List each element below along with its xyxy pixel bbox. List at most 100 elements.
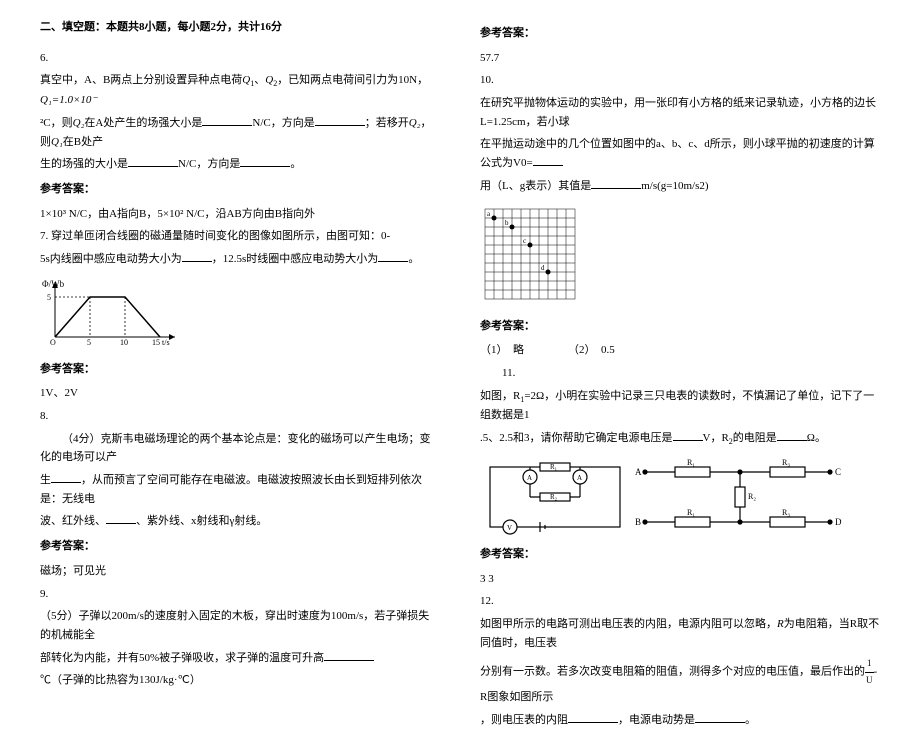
origin: O [50, 338, 56, 347]
blank [378, 251, 408, 262]
q6-q1eq: Q₁=1.0×10⁻ [40, 94, 97, 106]
q12-l2: 分别有一示数。若多次改变电阻箱的阻值，测得多个对应的电压值，最后作出的1U-R图… [480, 656, 880, 706]
svg-text:d: d [541, 264, 545, 272]
y5: 5 [47, 293, 51, 302]
svg-text:R₂: R₂ [748, 492, 756, 501]
q11-l2c: 的电阻是 [733, 432, 777, 444]
svg-text:R₁: R₁ [687, 508, 695, 517]
a10-text: （1） 略 （2） 0.5 [480, 341, 880, 360]
q9-l2a: 部转化为内能，并有50%被子弹吸收，求子弹的温度可升高 [40, 652, 324, 664]
a10-1b: 略 [513, 344, 524, 356]
blank [128, 156, 178, 167]
q11-l2a: .5、2.5和3，请你帮助它确定电源电压是 [480, 432, 673, 444]
q6-q2: Q [265, 74, 273, 86]
answer-label: 参考答案： [40, 537, 440, 556]
blank [202, 115, 252, 126]
svg-text:b: b [505, 219, 509, 227]
q11-l2b: V，R [703, 432, 729, 444]
blank [695, 712, 745, 723]
frac-den: U [865, 673, 874, 688]
q12-l3a: ，则电压表的内阻 [480, 714, 568, 726]
q8-l3b: 、紫外线、x射线和γ射线。 [136, 515, 267, 527]
blank [106, 513, 136, 524]
q6-line2: ²C，则Q₂在A处产生的场强大小是N/C，方向是；若移开Q₂，则Q₁在B处产 [40, 114, 440, 151]
q9-l3: ℃（子弹的比热容为130J/kg·℃） [40, 671, 440, 690]
q12-r: R [777, 618, 784, 630]
a10-1: （1） [480, 344, 508, 356]
q12-l3b: ，电源电动势是 [618, 714, 695, 726]
svg-text:A: A [635, 467, 642, 477]
q6-t1: 真空中，A、B两点上分别设置异种点电荷 [40, 74, 242, 86]
q6-l2d: ；若移开 [365, 117, 409, 129]
q6-q1b: Q₁ [51, 136, 63, 148]
q11-num: 11. [480, 364, 880, 383]
q10-l3b: m/s(g=10m/s2) [641, 180, 708, 192]
svg-text:c: c [523, 237, 526, 245]
q6-l3b: N/C，方向是 [178, 158, 240, 170]
flux-graph: Φ/Wb 5 O 5 10 15 t/s [40, 277, 180, 347]
q12-l3c: 。 [745, 714, 756, 726]
a9-text: 57.7 [480, 49, 880, 68]
q11-l2: .5、2.5和3，请你帮助它确定电源电压是V，R2的电阻是Ω。 [480, 429, 880, 449]
q8-l2: 生，从而预言了空间可能存在电磁波。电磁波按照波长由长到短排列依次是：无线电 [40, 471, 440, 508]
svg-text:R₃: R₃ [782, 508, 790, 517]
xlabel: 15 t/s [152, 338, 170, 347]
q7-line1: 7. 穿过单匝闭合线圈的磁通量随时间变化的图像如图所示，由图可知：0- [40, 227, 440, 246]
a7-text: 1V、2V [40, 384, 440, 403]
tick10: 10 [120, 338, 128, 347]
q12-l2a: 分别有一示数。若多次改变电阻箱的阻值，测得多个对应的电压值，最后作出的 [480, 666, 865, 678]
svg-text:A: A [577, 474, 582, 482]
answer-label: 参考答案： [480, 24, 880, 43]
svg-text:R₃: R₃ [782, 458, 790, 467]
section-title: 二、填空题：本题共8小题，每小题2分，共计16分 [40, 18, 440, 37]
blank [51, 472, 81, 483]
blank [591, 178, 641, 189]
a6m: ，由A指向B， [87, 208, 157, 220]
q7-line2: 5s内线圈中感应电动势大小为，12.5s时线圈中感应电动势大小为。 [40, 250, 440, 269]
blank [533, 155, 563, 166]
q6-q2a: Q₂ [73, 117, 85, 129]
answer-label: 参考答案： [480, 317, 880, 336]
q12-num: 12. [480, 592, 880, 611]
circuit-diagrams: A A V R₂ R₁ A [480, 457, 880, 537]
q6-l2b: 在A处产生的场强大小是 [84, 117, 202, 129]
svg-text:R₁: R₁ [687, 458, 695, 467]
blank [673, 430, 703, 441]
answer-label: 参考答案： [480, 545, 880, 564]
q8-l2a: 生 [40, 474, 51, 486]
q6-q2a2: Q₂ [409, 117, 421, 129]
svg-text:R₂: R₂ [550, 493, 558, 501]
frac-num: 1 [865, 656, 874, 672]
q11-l1a: 如图，R [480, 390, 520, 402]
svg-text:A: A [527, 474, 532, 482]
q10-num: 10. [480, 71, 880, 90]
circuit-right: A C B D R₁ R₃ R₁ R₃ R₂ [630, 457, 850, 537]
q7-t2: 5s内线圈中感应电动势大小为 [40, 253, 182, 265]
svg-text:C: C [835, 467, 841, 477]
circuit-left: A A V R₂ R₁ [480, 457, 630, 537]
blank [568, 712, 618, 723]
q7-t4: 。 [408, 253, 419, 265]
blank [777, 430, 807, 441]
q6-t2: ，已知两点电荷间引力为10N， [277, 74, 428, 86]
q6-sep: 、 [254, 74, 265, 86]
answer-label: 参考答案： [40, 180, 440, 199]
a11-text: 3 3 [480, 570, 880, 589]
ylabel: Φ/Wb [42, 279, 65, 289]
q12-l1a: 如图甲所示的电路可测出电压表的内阻，电源内阻可以忽略， [480, 618, 777, 630]
q6-l2a: ²C，则 [40, 117, 73, 129]
a10-2: （2） [568, 344, 596, 356]
q6-line3: 生的场强的大小是N/C，方向是。 [40, 155, 440, 174]
q11-l2d: Ω。 [807, 432, 826, 444]
q10-l2: 在平抛运动途中的几个位置如图中的a、b、c、d所示，则小球平抛的初速度的计算公式… [480, 135, 880, 172]
grid-figure: a b c d [480, 204, 580, 304]
blank [324, 650, 374, 661]
q12-l1: 如图甲所示的电路可测出电压表的内阻，电源内阻可以忽略，R为电阻箱，当R取不同值时… [480, 615, 880, 652]
q8-l1: （4分）克斯韦电磁场理论的两个基本论点是：变化的磁场可以产生电场；变化的电场可以… [40, 430, 440, 467]
q8-l3: 波、红外线、、紫外线、x射线和γ射线。 [40, 512, 440, 531]
q10-l3: 用（L、g表示）其值是 m/s(g=10m/s2) [480, 177, 880, 196]
q6-l2c: N/C，方向是 [252, 117, 314, 129]
q10-l3a: 用（L、g表示）其值是 [480, 180, 591, 192]
tick5: 5 [87, 338, 91, 347]
svg-text:R₁: R₁ [550, 463, 557, 471]
